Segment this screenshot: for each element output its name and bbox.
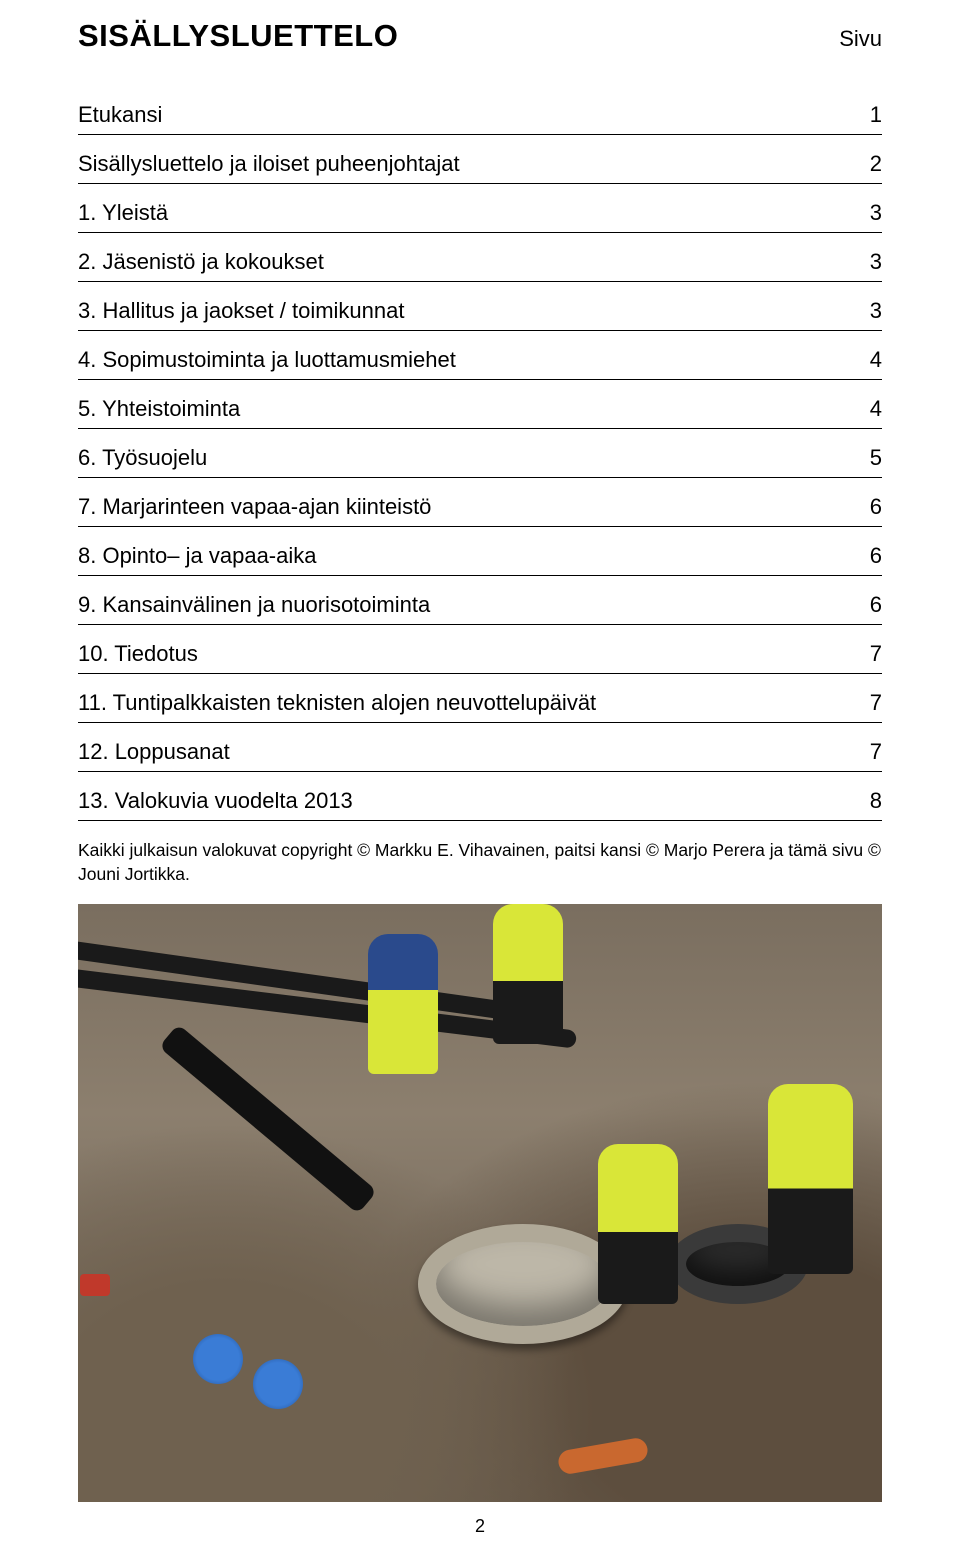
toc-label: 7. Marjarinteen vapaa-ajan kiinteistö [78,494,850,520]
toc-row: 5. Yhteistoiminta 4 [78,392,882,429]
toc-label: 6. Työsuojelu [78,445,850,471]
page-title: SISÄLLYSLUETTELO [78,18,398,54]
toc-label: 3. Hallitus ja jaokset / toimikunnat [78,298,850,324]
toc-row: 6. Työsuojelu 5 [78,441,882,478]
toc-row: 13. Valokuvia vuodelta 2013 8 [78,784,882,821]
toc-label: 13. Valokuvia vuodelta 2013 [78,788,850,814]
toc-row: 10. Tiedotus 7 [78,637,882,674]
construction-photo [78,904,882,1502]
toc-row: Etukansi 1 [78,98,882,135]
toc-page: 7 [870,690,882,716]
toc-page: 6 [870,543,882,569]
toc-row: 3. Hallitus ja jaokset / toimikunnat 3 [78,294,882,331]
copyright-text: Kaikki julkaisun valokuvat copyright © M… [78,839,882,886]
toc-row: 11. Tuntipalkkaisten teknisten alojen ne… [78,686,882,723]
toc-row: 12. Loppusanat 7 [78,735,882,772]
toc-row: 8. Opinto– ja vapaa-aika 6 [78,539,882,576]
toc-page: 6 [870,494,882,520]
toc-row: 9. Kansainvälinen ja nuorisotoiminta 6 [78,588,882,625]
toc-page: 4 [870,347,882,373]
toc-row: 1. Yleistä 3 [78,196,882,233]
toc-label: Sisällysluettelo ja iloiset puheenjohtaj… [78,151,850,177]
toc-row: 7. Marjarinteen vapaa-ajan kiinteistö 6 [78,490,882,527]
toc-row: Sisällysluettelo ja iloiset puheenjohtaj… [78,147,882,184]
toc-label: 2. Jäsenistö ja kokoukset [78,249,850,275]
toc-label: 11. Tuntipalkkaisten teknisten alojen ne… [78,690,850,716]
toc-row: 2. Jäsenistö ja kokoukset 3 [78,245,882,282]
toc-label: 4. Sopimustoiminta ja luottamusmiehet [78,347,850,373]
toc-label: 9. Kansainvälinen ja nuorisotoiminta [78,592,850,618]
toc-page: 7 [870,641,882,667]
toc-list: Etukansi 1 Sisällysluettelo ja iloiset puh… [78,98,882,821]
toc-label: 1. Yleistä [78,200,850,226]
toc-page: 6 [870,592,882,618]
toc-label: 5. Yhteistoiminta [78,396,850,422]
toc-page: 3 [870,249,882,275]
toc-page: 1 [870,102,882,128]
toc-label: 12. Loppusanat [78,739,850,765]
page-column-header: Sivu [839,26,882,52]
toc-page: 2 [870,151,882,177]
toc-label: 8. Opinto– ja vapaa-aika [78,543,850,569]
toc-row: 4. Sopimustoiminta ja luottamusmiehet 4 [78,343,882,380]
toc-page: 8 [870,788,882,814]
toc-label: Etukansi [78,102,850,128]
toc-page: 7 [870,739,882,765]
toc-page: 3 [870,200,882,226]
page-number: 2 [78,1516,882,1537]
toc-page: 3 [870,298,882,324]
toc-label: 10. Tiedotus [78,641,850,667]
toc-page: 4 [870,396,882,422]
toc-page: 5 [870,445,882,471]
